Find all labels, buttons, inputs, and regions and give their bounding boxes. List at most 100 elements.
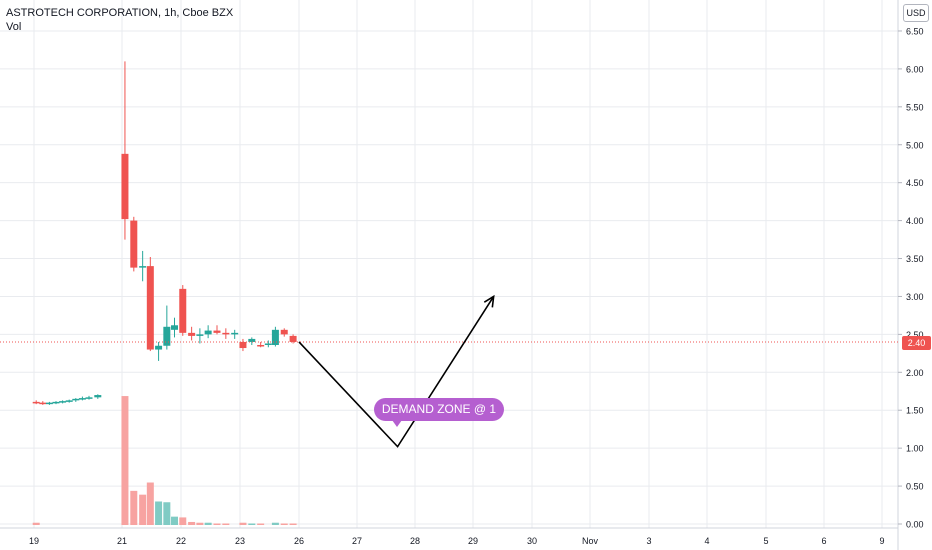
candle[interactable] (171, 317, 179, 338)
time-tick-label: 19 (29, 536, 39, 546)
time-tick-label: 6 (821, 536, 826, 546)
grid (0, 0, 898, 528)
candle-body (39, 402, 47, 405)
candle[interactable] (280, 328, 288, 337)
candle-body (45, 402, 53, 405)
candle[interactable] (188, 326, 196, 341)
volume-bar (222, 523, 230, 525)
volume-bar (196, 522, 204, 525)
candle-body (52, 401, 60, 404)
candle[interactable] (204, 325, 212, 339)
candle[interactable] (239, 338, 247, 352)
candle-body (32, 401, 40, 404)
candle-body (257, 344, 265, 347)
candle-body (171, 325, 179, 330)
demand-zone-callout[interactable]: DEMAND ZONE @ 1 (374, 398, 504, 427)
currency-button[interactable]: USD (903, 4, 929, 22)
candle[interactable] (146, 257, 154, 352)
time-tick-label: 21 (117, 536, 127, 546)
volume-label[interactable]: Vol (6, 21, 22, 33)
volume-bar (204, 522, 212, 525)
volume-bar (248, 523, 256, 525)
candle-body (59, 401, 67, 403)
candle-body (163, 326, 171, 346)
candle[interactable] (85, 395, 93, 400)
candle[interactable] (155, 341, 163, 361)
candle[interactable] (289, 334, 297, 344)
volume-bar (213, 523, 221, 525)
candle-body (130, 220, 138, 268)
candle-body (196, 334, 204, 336)
candle[interactable] (72, 398, 80, 402)
candle[interactable] (39, 401, 47, 405)
volume-bar (179, 517, 187, 525)
time-axis: 19 21 22 23 26 27 28 29 30 Nov 3 4 5 6 9 (0, 527, 898, 546)
candle-body (188, 332, 196, 336)
time-tick-label: 23 (235, 536, 245, 546)
price-tick-label: 1.00 (906, 444, 924, 454)
volume-bar (163, 502, 171, 525)
candles (32, 61, 297, 405)
candle[interactable] (163, 305, 171, 350)
candle[interactable] (179, 285, 187, 336)
time-tick-label: 26 (294, 536, 304, 546)
volume-bar (139, 494, 147, 525)
candle-body (139, 266, 147, 268)
chart-legend: ASTROTECH CORPORATION, 1h, Cboe BZX Vol (6, 6, 233, 34)
price-tick-label: 3.00 (906, 292, 924, 302)
price-tick-label: 5.50 (906, 102, 924, 112)
candle[interactable] (271, 326, 279, 347)
candle[interactable] (213, 325, 221, 335)
volume-bar (146, 482, 154, 525)
candle[interactable] (65, 399, 73, 403)
candle[interactable] (78, 396, 86, 401)
price-tick-label: 5.00 (906, 140, 924, 150)
candle[interactable] (222, 328, 230, 339)
candle[interactable] (139, 250, 147, 282)
candle-body (271, 329, 279, 345)
projection-drawing[interactable] (298, 294, 495, 448)
price-tick-label: 6.00 (906, 64, 924, 74)
candle[interactable] (94, 394, 102, 399)
symbol-title[interactable]: ASTROTECH CORPORATION, 1h, Cboe BZX (6, 7, 234, 19)
candle-body (94, 395, 102, 398)
candle-body (280, 329, 288, 335)
candle[interactable] (231, 329, 239, 339)
projection-arrowhead (483, 294, 495, 308)
candle[interactable] (32, 400, 40, 405)
volume-bar (32, 522, 40, 525)
projection-path[interactable] (298, 296, 495, 448)
volume-bar (130, 490, 138, 525)
candle[interactable] (59, 400, 67, 404)
candle[interactable] (264, 340, 272, 348)
candle-body (213, 330, 221, 333)
candle[interactable] (196, 328, 204, 344)
time-tick-label: 4 (704, 536, 709, 546)
volume-bar (271, 522, 279, 525)
volume-bar (155, 501, 163, 525)
volume-bars (32, 396, 297, 525)
time-tick-label: 28 (410, 536, 420, 546)
volume-bar (239, 522, 247, 525)
candle[interactable] (257, 341, 265, 348)
price-tick-label: 4.50 (906, 178, 924, 188)
volume-bar (121, 396, 129, 525)
candle-body (72, 398, 80, 401)
candle-body (289, 335, 297, 342)
candle[interactable] (121, 61, 129, 240)
candle-body (239, 341, 247, 349)
price-tick-label: 2.50 (906, 330, 924, 340)
candle-body (204, 330, 212, 335)
candle[interactable] (130, 216, 138, 272)
candle[interactable] (52, 401, 60, 405)
candle-body (121, 153, 129, 220)
time-tick-label: 5 (763, 536, 768, 546)
candle-body (179, 288, 187, 333)
last-price-tag: 2.40 (902, 336, 931, 350)
volume-bar (280, 523, 288, 525)
candle[interactable] (45, 401, 53, 405)
candle[interactable] (248, 337, 256, 345)
candle-body (231, 332, 239, 335)
time-tick-label: 3 (646, 536, 651, 546)
